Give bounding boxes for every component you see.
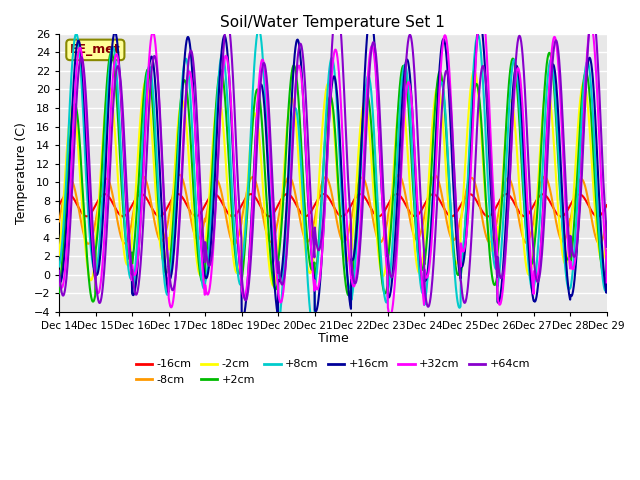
Title: Soil/Water Temperature Set 1: Soil/Water Temperature Set 1 [220, 15, 445, 30]
Text: EE_met: EE_met [70, 43, 121, 56]
Y-axis label: Temperature (C): Temperature (C) [15, 122, 28, 224]
Legend: -16cm, -8cm, -2cm, +2cm, +8cm, +16cm, +32cm, +64cm: -16cm, -8cm, -2cm, +2cm, +8cm, +16cm, +3… [131, 355, 534, 389]
X-axis label: Time: Time [317, 332, 348, 345]
